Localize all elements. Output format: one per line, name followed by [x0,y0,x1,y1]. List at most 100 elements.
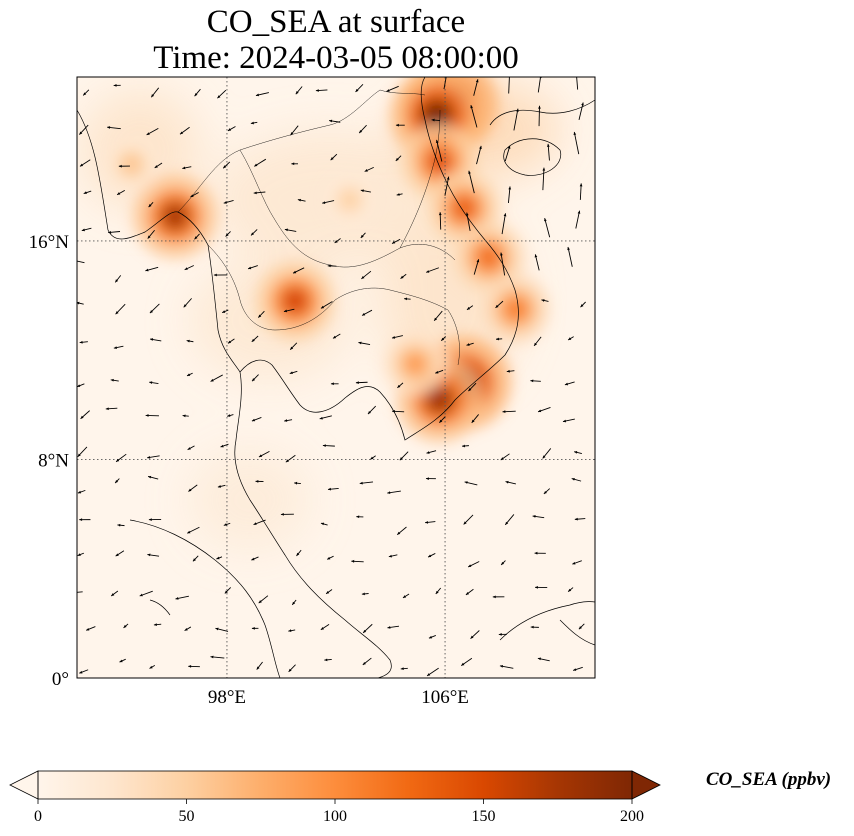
wind-arrow [532,515,545,519]
wind-arrow [110,378,119,382]
wind-arrow [425,520,436,524]
wind-arrow [187,445,195,451]
wind-arrow [296,549,302,557]
wind-arrow [291,599,297,606]
wind-arrow [395,123,405,127]
wind-arrow [544,218,551,238]
wind-arrow [145,414,159,417]
wind-arrow [427,553,436,558]
wind-arrow [284,419,293,422]
wind-arrow [579,183,583,200]
wind-arrow [210,655,225,659]
wind-arrow [85,626,96,631]
wind-arrow [289,342,298,351]
wind-arrow [355,381,368,385]
wind-arrow [356,515,364,519]
wind-arrow [225,231,231,237]
wind-vectors [77,77,586,677]
colorbar-label: CO_SEA (ppbv) [706,769,832,790]
wind-arrow [224,587,231,594]
wind-arrow [79,669,89,674]
wind-arrow [431,118,440,122]
wind-arrow [315,89,328,92]
wind-arrow [400,273,407,279]
hotspot-10 [404,353,426,375]
wind-arrow [330,382,339,386]
wind-arrow [463,514,474,525]
wind-arrow [79,159,91,167]
wind-arrow [392,409,405,413]
wind-arrow [116,189,125,196]
wind-arrow [77,446,88,458]
wind-arrow [425,267,439,273]
wind-arrow [391,335,403,339]
wind-arrow [145,266,159,272]
hotspot-3 [451,195,477,221]
wind-arrow [292,267,305,274]
wind-arrow [114,275,122,283]
wind-arrow [83,190,92,194]
wind-arrow [367,405,377,415]
wind-arrow [530,625,539,629]
wind-arrow [572,560,582,565]
lat-tick-label: 8°N [38,450,69,471]
wind-arrow [184,626,192,631]
wind-arrow [139,590,153,597]
wind-arrow [148,202,154,208]
colorbar-extend-min [9,770,39,800]
wind-arrow [288,629,296,633]
wind-arrow [464,481,478,486]
wind-arrow [567,587,574,592]
wind-arrow [188,484,198,492]
wind-arrow [499,664,514,669]
wind-arrow [538,105,541,127]
wind-arrow [443,77,447,90]
wind-arrow [425,477,436,481]
wind-arrow [251,626,259,630]
wind-arrow [147,475,159,480]
wind-arrow [361,309,373,316]
wind-arrow [251,374,259,382]
wind-arrow [179,126,190,135]
colorbar-extend-max [631,770,661,800]
wind-arrow [433,310,443,322]
wind-arrow [332,333,341,339]
wind-arrow [467,561,480,568]
lon-tick-label: 98°E [208,687,246,708]
wind-arrow [283,308,295,313]
wind-arrow [223,522,231,526]
wind-arrow [154,162,163,169]
wind-arrow [438,212,442,230]
wind-arrow [77,383,85,388]
wind-arrow [289,370,298,375]
wind-arrow [105,407,118,411]
wind-arrow [251,335,259,343]
wind-arrow [428,635,436,639]
wind-arrow [572,666,583,671]
wind-arrow [108,230,121,234]
wind-arrow [192,555,199,562]
wind-arrow [501,213,507,235]
wind-arrow [473,79,479,96]
wind-arrow [184,265,194,271]
wind-arrow [250,229,258,236]
wind-arrow [227,126,236,132]
wind-arrow [470,105,478,128]
wind-arrow [504,145,511,162]
wind-arrow [258,451,270,458]
lat-tick-label: 0° [52,669,69,690]
wind-arrow [362,623,373,634]
wind-arrow [149,665,156,669]
wind-arrow [194,233,200,240]
wind-arrow [396,526,407,536]
wind-arrow [254,158,267,167]
wind-arrow [319,415,332,420]
wind-arrow [444,176,450,196]
wind-arrow [426,667,439,677]
wind-arrow [146,127,159,136]
wind-arrow [364,166,374,172]
wind-arrow [227,414,234,417]
wind-arrow [386,85,399,92]
wind-arrow [370,455,376,460]
wind-arrow [250,121,258,125]
